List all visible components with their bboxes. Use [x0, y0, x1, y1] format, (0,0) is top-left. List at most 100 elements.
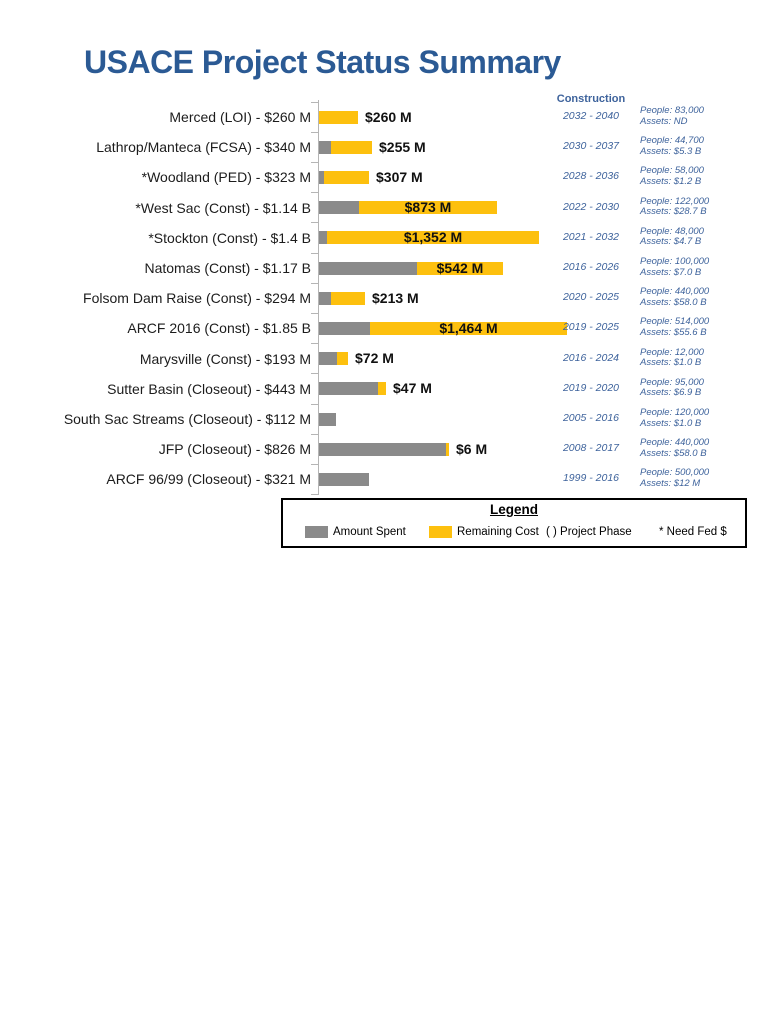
impact-info: People: 83,000 Assets: ND — [640, 105, 766, 127]
impact-people: People: 100,000 — [640, 256, 710, 267]
axis-tick — [311, 373, 318, 375]
page-title: USACE Project Status Summary — [84, 44, 561, 80]
amount-spent-segment — [319, 261, 417, 275]
impact-assets: Assets: $28.7 B — [640, 206, 707, 218]
impact-info: People: 95,000 Assets: $6.9 B — [640, 376, 766, 399]
bar-value-label: $47 M — [393, 380, 432, 397]
impact-info: People: 120,000 Assets: $1.0 B — [640, 407, 766, 429]
impact-people: People: 440,000 — [640, 286, 710, 298]
impact-assets: Assets: $6.9 B — [640, 387, 702, 399]
construction-dates: 1999 - 2016 — [562, 472, 620, 485]
construction-dates: 2016 - 2026 — [562, 261, 620, 273]
amount-spent-segment — [319, 171, 324, 184]
axis-tick — [311, 192, 318, 194]
construction-dates: 2016 - 2024 — [562, 351, 620, 364]
project-label: JFP (Closeout) - $826 M — [158, 441, 311, 458]
impact-people: People: 95,000 — [640, 376, 704, 388]
construction-dates: 2019 - 2020 — [562, 381, 620, 394]
axis-tick — [311, 433, 318, 435]
impact-assets: Assets: $1.2 B — [640, 175, 702, 187]
bar-value-label: $213 M — [372, 289, 419, 306]
axis-tick — [311, 161, 318, 163]
project-bar — [319, 171, 369, 184]
amount-spent-segment — [319, 291, 331, 305]
amount-spent-segment — [319, 473, 369, 486]
impact-assets: Assets: $1.0 B — [640, 357, 702, 369]
legend-amount-spent-label: Amount Spent — [333, 526, 406, 538]
amount-spent-segment — [319, 322, 370, 335]
impact-info: People: 58,000 Assets: $1.2 B — [640, 166, 766, 187]
remaining-cost-segment — [319, 110, 358, 124]
project-bar — [319, 201, 497, 215]
impact-people: People: 500,000 — [640, 467, 710, 479]
amount-spent-segment — [319, 442, 446, 456]
impact-assets: Assets: $1.0 B — [640, 417, 702, 429]
project-bar — [319, 261, 503, 275]
project-bar — [319, 442, 449, 456]
impact-people: People: 83,000 — [640, 105, 704, 116]
construction-dates: 2008 - 2017 — [562, 442, 620, 455]
construction-column-header: Construction — [556, 93, 626, 105]
bar-value-label: $260 M — [365, 108, 412, 125]
impact-people: People: 44,700 — [640, 135, 704, 147]
axis-tick — [311, 343, 318, 345]
axis-tick — [311, 494, 318, 496]
impact-people: People: 440,000 — [640, 437, 710, 449]
project-label: *West Sac (Const) - $1.14 B — [135, 199, 311, 216]
construction-dates: 2005 - 2016 — [562, 412, 620, 424]
remaining-cost-segment — [378, 382, 386, 396]
impact-people: People: 12,000 — [640, 346, 704, 358]
bar-value-label: $255 M — [379, 138, 426, 155]
construction-dates: 2019 - 2025 — [562, 321, 620, 334]
remaining-cost-segment — [327, 231, 539, 245]
impact-people: People: 514,000 — [640, 316, 710, 328]
impact-info: People: 440,000 Assets: $58.0 B — [640, 287, 766, 308]
amount-spent-segment — [319, 231, 327, 245]
construction-dates: 2032 - 2040 — [562, 110, 620, 122]
remaining-cost-swatch-icon — [429, 526, 452, 538]
remaining-cost-segment — [370, 322, 567, 335]
construction-dates: 2028 - 2036 — [562, 170, 620, 183]
project-label: ARCF 96/99 (Closeout) - $321 M — [106, 471, 311, 488]
construction-dates: 2022 - 2030 — [562, 200, 620, 213]
project-bar — [319, 382, 386, 396]
amount-spent-segment — [319, 382, 378, 396]
impact-info: People: 48,000 Assets: $4.7 B — [640, 226, 766, 248]
axis-tick — [311, 312, 318, 314]
project-bar — [319, 231, 539, 245]
project-label: Lathrop/Manteca (FCSA) - $340 M — [96, 139, 311, 156]
amount-spent-segment — [319, 412, 336, 426]
axis-tick — [311, 101, 318, 103]
legend-title: Legend — [489, 502, 538, 517]
remaining-cost-segment — [337, 352, 348, 366]
project-label: ARCF 2016 (Const) - $1.85 B — [127, 320, 311, 337]
project-label: Merced (LOI) - $260 M — [169, 109, 311, 125]
remaining-cost-segment — [324, 171, 369, 184]
axis-tick — [311, 463, 318, 465]
legend-remaining-cost-label: Remaining Cost — [457, 526, 539, 538]
project-bar — [319, 291, 365, 305]
project-label: *Stockton (Const) - $1.4 B — [148, 229, 311, 246]
impact-info: People: 500,000 Assets: $12 M — [640, 468, 766, 489]
project-bar — [319, 473, 369, 486]
project-label: South Sac Streams (Closeout) - $112 M — [63, 411, 311, 427]
impact-assets: Assets: $7.0 B — [640, 266, 702, 278]
construction-dates: 2030 - 2037 — [562, 140, 620, 153]
category-axis — [318, 100, 319, 495]
amount-spent-segment — [319, 201, 359, 215]
remaining-cost-segment — [446, 442, 449, 456]
project-label: Natomas (Const) - $1.17 B — [144, 260, 311, 276]
project-label: Marysville (Const) - $193 M — [139, 350, 311, 367]
remaining-cost-segment — [359, 201, 497, 215]
project-label: Folsom Dam Raise (Const) - $294 M — [83, 290, 311, 307]
bar-value-label: $873 M — [404, 199, 452, 216]
impact-info: People: 44,700 Assets: $5.3 B — [640, 136, 766, 157]
amount-spent-segment — [319, 140, 331, 154]
impact-assets: Assets: $4.7 B — [640, 236, 702, 248]
axis-tick — [311, 403, 318, 405]
impact-info: People: 514,000 Assets: $55.6 B — [640, 317, 766, 338]
remaining-cost-segment — [331, 291, 365, 305]
impact-assets: Assets: ND — [640, 115, 688, 127]
impact-people: People: 122,000 — [640, 195, 710, 207]
